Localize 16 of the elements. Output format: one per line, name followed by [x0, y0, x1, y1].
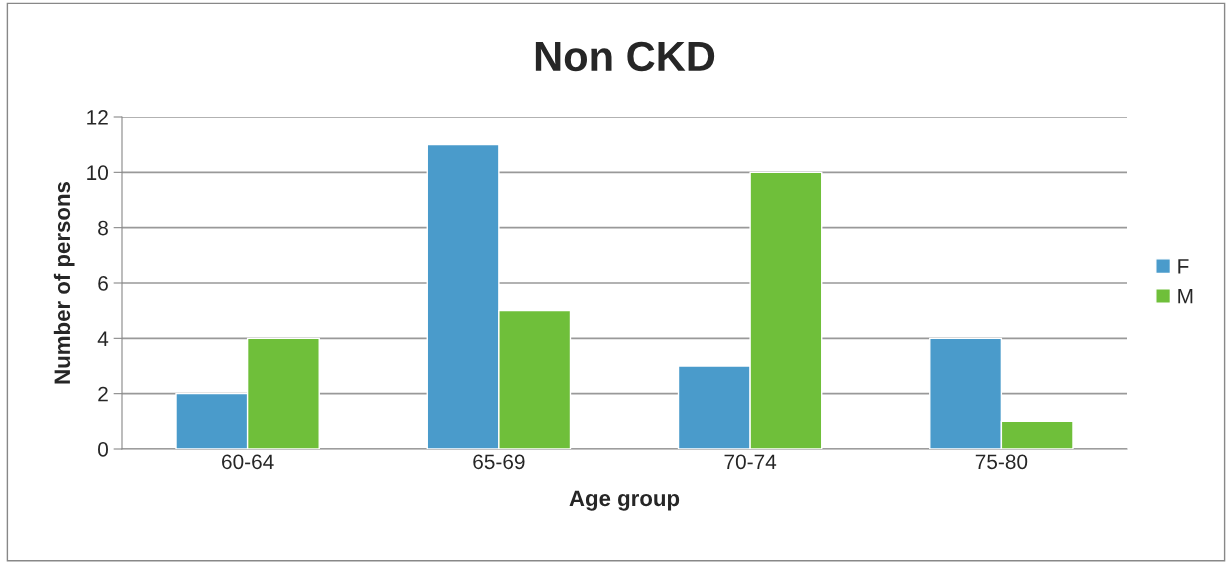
y-tick-label: 4: [97, 331, 109, 346]
chart-title: Non CKD: [535, 41, 715, 72]
x-tick-label: 65-69: [473, 454, 525, 470]
legend-label: M: [1178, 288, 1193, 304]
y-tick-label: 6: [98, 276, 108, 291]
x-tick-label: 70-74: [724, 454, 777, 470]
x-tick-label: 75-80: [975, 454, 1028, 470]
x-tick-label: 60-64: [222, 454, 274, 470]
legend-label: F: [1178, 259, 1189, 274]
x-axis-title: Age group: [569, 490, 680, 511]
y-tick-label: 8: [98, 220, 108, 236]
y-tick-label: 10: [87, 165, 108, 181]
y-tick-label: 0: [98, 442, 108, 457]
y-axis-title: Number of persons: [53, 182, 75, 384]
y-tick-label: 2: [98, 386, 108, 402]
y-tick-label: 12: [87, 110, 108, 125]
